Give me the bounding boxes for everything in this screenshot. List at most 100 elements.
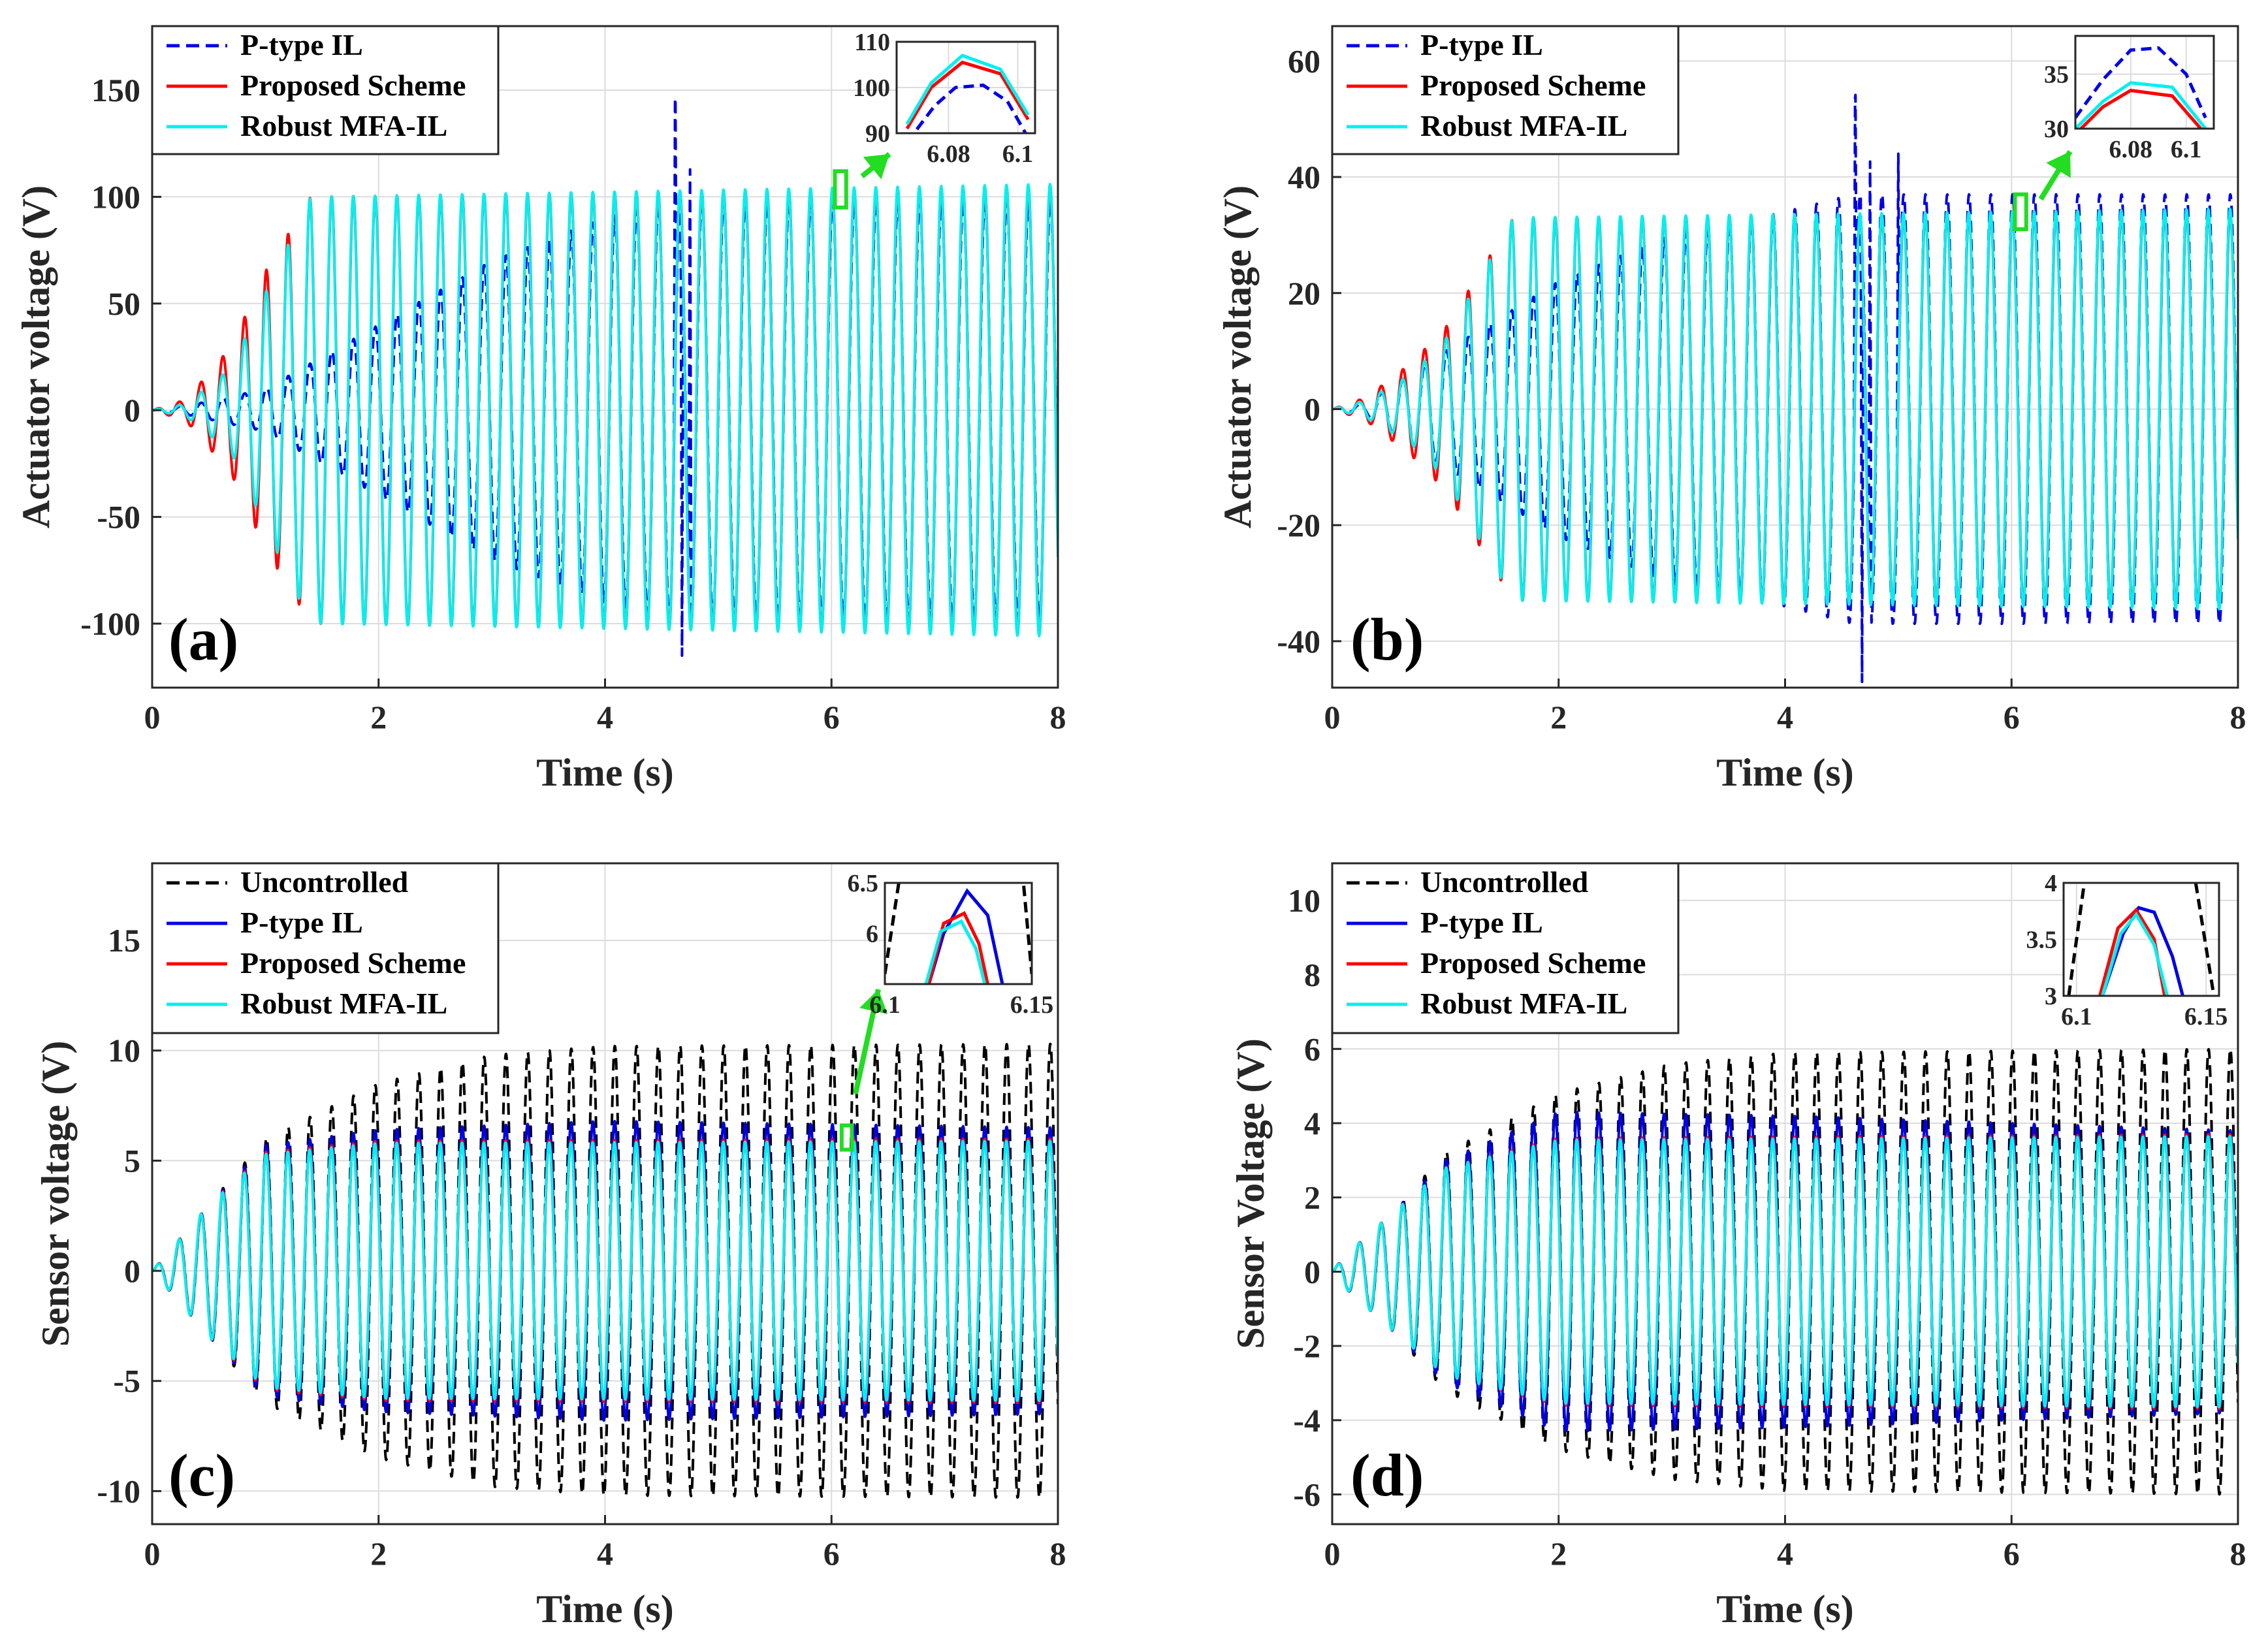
y-tick-label: 10 — [108, 1032, 140, 1069]
x-tick-label: 8 — [1050, 1535, 1066, 1572]
inset-series-line — [905, 54, 1030, 125]
zoom-region-box — [2013, 192, 2028, 232]
inset-frame — [2074, 35, 2215, 130]
x-tick-label: 4 — [1777, 699, 1793, 735]
inset-y-tick-label: 90 — [865, 120, 890, 148]
y-axis-label: Actuator voltage (V) — [14, 185, 57, 528]
inset-frame — [895, 40, 1036, 135]
series-line-robust-mfa-il — [152, 183, 1058, 638]
legend-entry: Proposed Scheme — [240, 69, 466, 102]
inset: 6.08 6.1 30 35 — [2044, 35, 2215, 163]
x-tick-label: 8 — [2230, 699, 2246, 735]
y-tick-label: 0 — [124, 392, 140, 428]
panel-label: (d) — [1350, 1442, 1424, 1508]
x-axis-label: Time (s) — [536, 751, 674, 794]
y-axis-label: Sensor voltage (V) — [34, 1041, 77, 1347]
series-line-robust-mfa-il — [1332, 1134, 2238, 1409]
y-tick-label: 50 — [108, 285, 140, 322]
series-line-robust-mfa-il — [1332, 208, 2238, 611]
y-tick-label: 100 — [91, 178, 140, 215]
y-tick-label: 150 — [91, 72, 140, 108]
panel-a: 0 2 4 6 8 -100 -50 0 50 100 150 Time (s) Actuator vo… — [14, 25, 1066, 794]
y-tick-label: 20 — [1288, 275, 1320, 311]
y-tick-label: 40 — [1288, 159, 1320, 195]
x-axis-label: Time (s) — [536, 1587, 674, 1631]
y-tick-label: 15 — [108, 922, 140, 959]
inset-series-line — [2075, 81, 2207, 129]
series-line-robust-mfa-il — [152, 1140, 1058, 1402]
y-tick-label: 0 — [1304, 1253, 1320, 1290]
y-tick-label: 6 — [1304, 1030, 1320, 1067]
y-tick-label: -4 — [1293, 1402, 1320, 1439]
inset-series-line — [924, 919, 987, 984]
zoom-region-box — [833, 169, 848, 210]
zoom-arrow-head — [2046, 152, 2071, 178]
inset: 6.08 6.1 90 100 110 — [853, 29, 1036, 168]
panel-label: (b) — [1350, 606, 1424, 673]
x-tick-label: 6 — [2004, 699, 2020, 735]
y-tick-label: 0 — [1304, 391, 1320, 427]
y-tick-label: -2 — [1293, 1328, 1320, 1364]
y-tick-label: -10 — [97, 1473, 140, 1509]
legend-entry: Robust MFA-IL — [240, 987, 447, 1020]
inset-x-tick-label: 6.1 — [2171, 136, 2202, 163]
x-tick-label: 0 — [1324, 1535, 1341, 1572]
y-tick-label: -20 — [1277, 507, 1320, 543]
plot-area — [1332, 1047, 2238, 1496]
x-tick-label: 0 — [144, 699, 161, 735]
plot-area — [1332, 93, 2238, 684]
legend: Uncontrolled P-type IL Proposed Scheme Robu… — [1331, 862, 1680, 1034]
inset-frame — [884, 882, 1033, 985]
inset-y-tick-label: 35 — [2044, 61, 2069, 88]
y-tick-label: -50 — [97, 499, 140, 535]
y-axis-label: Actuator voltage (V) — [1216, 185, 1259, 528]
inset-series-line — [2067, 883, 2086, 996]
inset-y-tick-label: 100 — [853, 74, 890, 102]
inset: 6.1 6.15 3 3.5 4 — [2026, 870, 2228, 1030]
inset-y-tick-label: 3.5 — [2026, 927, 2058, 954]
inset-y-tick-label: 30 — [2044, 116, 2069, 143]
legend-entry: Robust MFA-IL — [1420, 987, 1627, 1020]
zoom-region-box — [839, 1123, 854, 1152]
legend-entry: Proposed Scheme — [1420, 946, 1646, 980]
x-tick-label: 4 — [597, 699, 613, 735]
legend-entry: P-type IL — [1420, 906, 1543, 939]
panel-label: (a) — [168, 606, 238, 673]
inset-x-tick-label: 6.1 — [2061, 1003, 2092, 1030]
x-tick-label: 8 — [1050, 699, 1066, 735]
inset-x-tick-label: 6.08 — [2109, 136, 2153, 163]
y-tick-label: 2 — [1304, 1179, 1320, 1216]
y-tick-label: 10 — [1288, 882, 1320, 919]
inset-x-tick-label: 6.1 — [1002, 140, 1034, 168]
legend-entry: Proposed Scheme — [1420, 69, 1646, 102]
inset-y-tick-label: 6 — [866, 921, 878, 948]
legend-entry: P-type IL — [240, 906, 363, 939]
inset-series-line — [885, 883, 1032, 974]
x-tick-label: 2 — [370, 699, 387, 735]
y-tick-label: -40 — [1277, 623, 1320, 660]
inset-y-tick-label: 4 — [2045, 870, 2057, 897]
series-line-uncontrolled — [152, 1042, 1058, 1499]
plot-area — [152, 96, 1058, 657]
legend-entry: Uncontrolled — [240, 865, 409, 899]
inset-y-tick-label: 6.5 — [848, 870, 879, 897]
panel-b: 0 2 4 6 8 -40 -20 0 20 40 60 Time (s) Actuator volta… — [1216, 25, 2246, 794]
legend-entry: Robust MFA-IL — [240, 109, 447, 142]
x-axis-label: Time (s) — [1716, 1587, 1854, 1631]
x-axis-label: Time (s) — [1716, 751, 1854, 794]
inset: 6.1 6.15 6 6.5 — [848, 870, 1054, 1019]
x-tick-label: 2 — [370, 1535, 387, 1572]
x-tick-label: 0 — [1324, 699, 1341, 735]
inset-x-tick-label: 6.15 — [1010, 991, 1054, 1019]
inset-series-line — [2101, 912, 2169, 996]
y-tick-label: -6 — [1293, 1476, 1320, 1513]
inset-series-line — [2101, 906, 2184, 996]
legend: P-type IL Proposed Scheme Robust MFA-IL — [151, 25, 500, 155]
legend-box — [151, 25, 500, 155]
panel-c: 0 2 4 6 8 -10 -5 0 5 10 15 Time (s) Sensor voltage (… — [34, 862, 1066, 1631]
inset-series-line — [2078, 88, 2203, 129]
x-tick-label: 2 — [1550, 1535, 1567, 1572]
inset-series-line — [2194, 883, 2216, 996]
x-tick-label: 4 — [597, 1535, 613, 1572]
